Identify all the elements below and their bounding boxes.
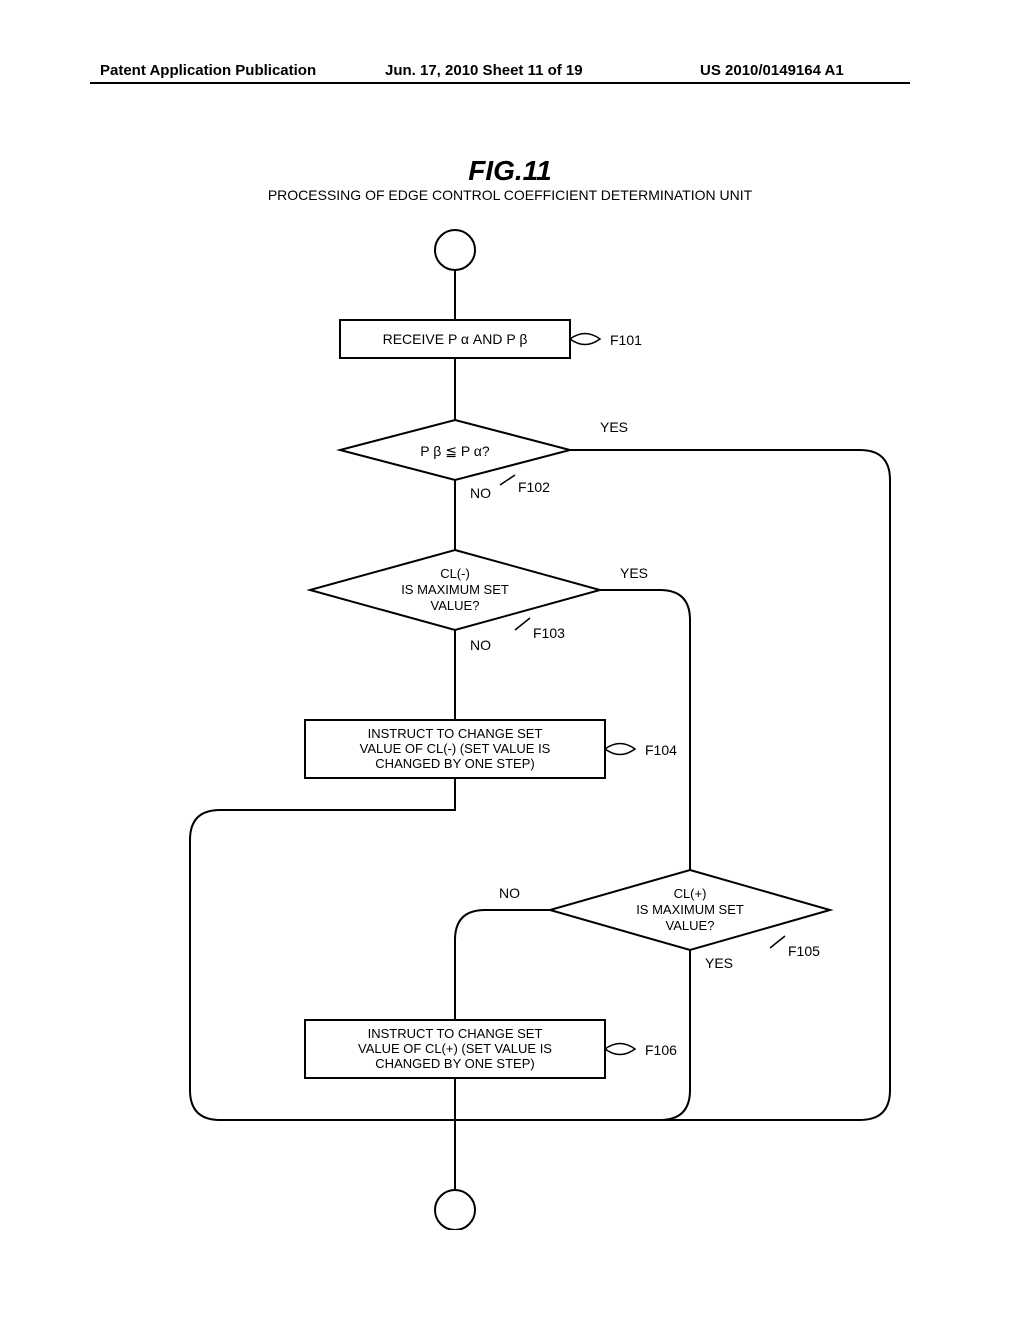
edge-f105-no: [455, 910, 550, 1020]
flowchart-container: FIG.11 PROCESSING OF EDGE CONTROL COEFFI…: [100, 150, 920, 1230]
header-left: Patent Application Publication: [100, 62, 316, 79]
header-rule: [90, 82, 910, 84]
page: Patent Application Publication Jun. 17, …: [0, 0, 1024, 1320]
flowchart-svg: FIG.11 PROCESSING OF EDGE CONTROL COEFFI…: [100, 150, 920, 1230]
f103-yes: YES: [620, 565, 648, 581]
figure-subtitle: PROCESSING OF EDGE CONTROL COEFFICIENT D…: [268, 187, 753, 203]
label-f101-tilde: [570, 334, 600, 345]
figure-title: FIG.11: [468, 155, 552, 186]
node-f103-l1: CL(-): [440, 566, 470, 581]
label-f103: F103: [533, 625, 565, 641]
label-f105-tick: [770, 936, 785, 948]
f105-yes: YES: [705, 955, 733, 971]
node-start: [435, 230, 475, 270]
f102-no: NO: [470, 485, 491, 501]
node-f106-l1: INSTRUCT TO CHANGE SET: [368, 1026, 543, 1041]
node-f102-text: P β ≦ P α?: [420, 443, 490, 459]
node-f101-text: RECEIVE P α AND P β: [383, 331, 528, 347]
label-f106: F106: [645, 1042, 677, 1058]
node-f105-l1: CL(+): [674, 886, 707, 901]
node-f104-l2: VALUE OF CL(-) (SET VALUE IS: [360, 741, 551, 756]
label-f104-tilde: [605, 744, 635, 755]
node-f105-l3: VALUE?: [666, 918, 715, 933]
header-center: Jun. 17, 2010 Sheet 11 of 19: [385, 62, 583, 79]
node-f106-l2: VALUE OF CL(+) (SET VALUE IS: [358, 1041, 552, 1056]
label-f105: F105: [788, 943, 820, 959]
label-f104: F104: [645, 742, 677, 758]
node-end: [435, 1190, 475, 1230]
label-f102: F102: [518, 479, 550, 495]
label-f103-tick: [515, 618, 530, 630]
f102-yes: YES: [600, 419, 628, 435]
f103-no: NO: [470, 637, 491, 653]
label-f106-tilde: [605, 1044, 635, 1055]
node-f103-l3: VALUE?: [431, 598, 480, 613]
label-f102-tick: [500, 475, 515, 485]
edge-f103-yes: [600, 590, 690, 870]
header-right: US 2010/0149164 A1: [700, 62, 844, 79]
node-f104-l3: CHANGED BY ONE STEP): [375, 756, 534, 771]
node-f105-l2: IS MAXIMUM SET: [636, 902, 744, 917]
node-f104-l1: INSTRUCT TO CHANGE SET: [368, 726, 543, 741]
node-f106-l3: CHANGED BY ONE STEP): [375, 1056, 534, 1071]
label-f101: F101: [610, 332, 642, 348]
f105-no: NO: [499, 885, 520, 901]
node-f103-l2: IS MAXIMUM SET: [401, 582, 509, 597]
